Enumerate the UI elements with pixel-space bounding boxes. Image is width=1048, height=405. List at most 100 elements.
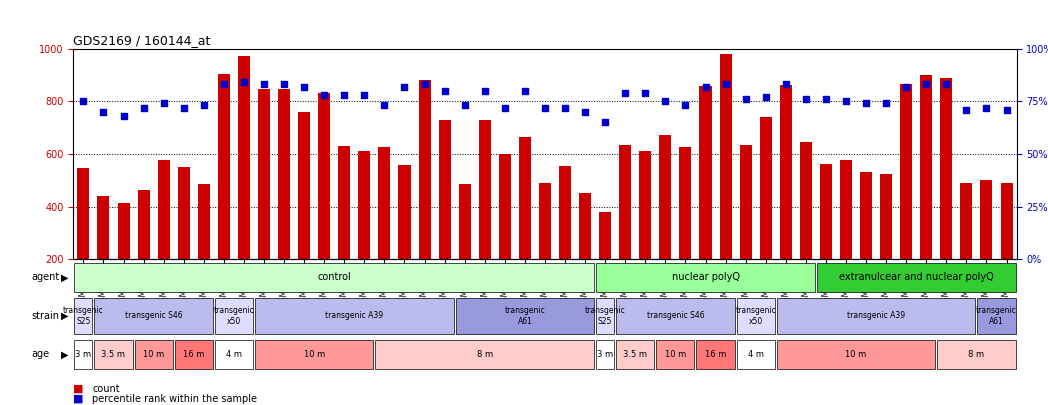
FancyBboxPatch shape: [215, 340, 253, 369]
Bar: [238, 56, 250, 312]
Text: 4 m: 4 m: [747, 350, 764, 359]
Bar: [358, 151, 370, 312]
Bar: [278, 90, 290, 312]
Bar: [800, 142, 812, 312]
Text: 16 m: 16 m: [183, 350, 204, 359]
Point: [737, 96, 754, 102]
Bar: [839, 160, 852, 312]
Point: [436, 87, 453, 94]
Bar: [78, 168, 89, 312]
Bar: [479, 119, 490, 312]
Text: control: control: [318, 273, 351, 282]
Point: [837, 98, 854, 104]
Bar: [459, 184, 471, 312]
Text: 10 m: 10 m: [143, 350, 165, 359]
Point: [918, 81, 935, 87]
Point: [456, 102, 473, 109]
Text: ▶: ▶: [61, 273, 68, 282]
Text: transgenic
A61: transgenic A61: [976, 306, 1017, 326]
Bar: [1001, 183, 1012, 312]
Point: [817, 96, 834, 102]
Point: [898, 83, 915, 90]
Text: 16 m: 16 m: [705, 350, 726, 359]
Bar: [298, 112, 310, 312]
Bar: [378, 147, 391, 312]
FancyBboxPatch shape: [596, 263, 815, 292]
Text: transgenic
x50: transgenic x50: [736, 306, 777, 326]
FancyBboxPatch shape: [255, 298, 454, 334]
Point: [75, 98, 92, 104]
Point: [296, 83, 312, 90]
Point: [878, 100, 895, 107]
Bar: [398, 165, 411, 312]
Text: 3.5 m: 3.5 m: [624, 350, 648, 359]
Bar: [178, 167, 190, 312]
Point: [95, 109, 112, 115]
FancyBboxPatch shape: [697, 340, 735, 369]
Bar: [519, 136, 531, 312]
Point: [155, 100, 172, 107]
Bar: [258, 90, 270, 312]
Text: 8 m: 8 m: [477, 350, 493, 359]
FancyBboxPatch shape: [978, 298, 1016, 334]
Point: [175, 104, 192, 111]
FancyBboxPatch shape: [134, 340, 173, 369]
Text: age: age: [31, 350, 49, 359]
Text: 4 m: 4 m: [226, 350, 242, 359]
FancyBboxPatch shape: [937, 340, 1016, 369]
Text: 10 m: 10 m: [664, 350, 686, 359]
Text: transgenic
S25: transgenic S25: [585, 306, 626, 326]
FancyBboxPatch shape: [74, 340, 92, 369]
Text: transgenic A39: transgenic A39: [847, 311, 905, 320]
Point: [276, 81, 292, 87]
FancyBboxPatch shape: [656, 340, 695, 369]
Bar: [960, 183, 973, 312]
Text: ■: ■: [73, 394, 84, 404]
Point: [758, 94, 774, 100]
Point: [356, 92, 373, 98]
FancyBboxPatch shape: [777, 340, 935, 369]
Bar: [439, 119, 451, 312]
Text: GDS2169 / 160144_at: GDS2169 / 160144_at: [73, 34, 211, 47]
Point: [256, 81, 272, 87]
Point: [857, 100, 874, 107]
Bar: [418, 80, 431, 312]
Point: [135, 104, 152, 111]
Point: [537, 104, 553, 111]
Bar: [218, 74, 230, 312]
FancyBboxPatch shape: [94, 298, 213, 334]
FancyBboxPatch shape: [816, 263, 1016, 292]
Point: [617, 90, 634, 96]
FancyBboxPatch shape: [596, 340, 614, 369]
Bar: [981, 180, 992, 312]
FancyBboxPatch shape: [215, 298, 253, 334]
Text: strain: strain: [31, 311, 60, 321]
Text: transgenic
A61: transgenic A61: [504, 306, 545, 326]
Text: 3 m: 3 m: [597, 350, 613, 359]
Bar: [499, 154, 510, 312]
FancyBboxPatch shape: [616, 340, 654, 369]
Bar: [780, 85, 792, 312]
Text: transgenic A39: transgenic A39: [325, 311, 384, 320]
Bar: [659, 135, 672, 312]
Bar: [319, 93, 330, 312]
Bar: [639, 151, 651, 312]
Bar: [198, 184, 210, 312]
Bar: [679, 147, 692, 312]
Bar: [539, 183, 551, 312]
Bar: [157, 160, 170, 312]
Text: 10 m: 10 m: [304, 350, 325, 359]
Bar: [880, 175, 892, 312]
Text: extranulcear and nuclear polyQ: extranulcear and nuclear polyQ: [838, 273, 994, 282]
FancyBboxPatch shape: [777, 298, 976, 334]
Point: [576, 109, 593, 115]
Point: [938, 81, 955, 87]
FancyBboxPatch shape: [456, 298, 594, 334]
FancyBboxPatch shape: [737, 340, 774, 369]
Point: [396, 83, 413, 90]
Point: [637, 90, 654, 96]
Bar: [740, 145, 751, 312]
Bar: [860, 173, 872, 312]
Point: [778, 81, 794, 87]
Text: transgenic
S25: transgenic S25: [63, 306, 104, 326]
